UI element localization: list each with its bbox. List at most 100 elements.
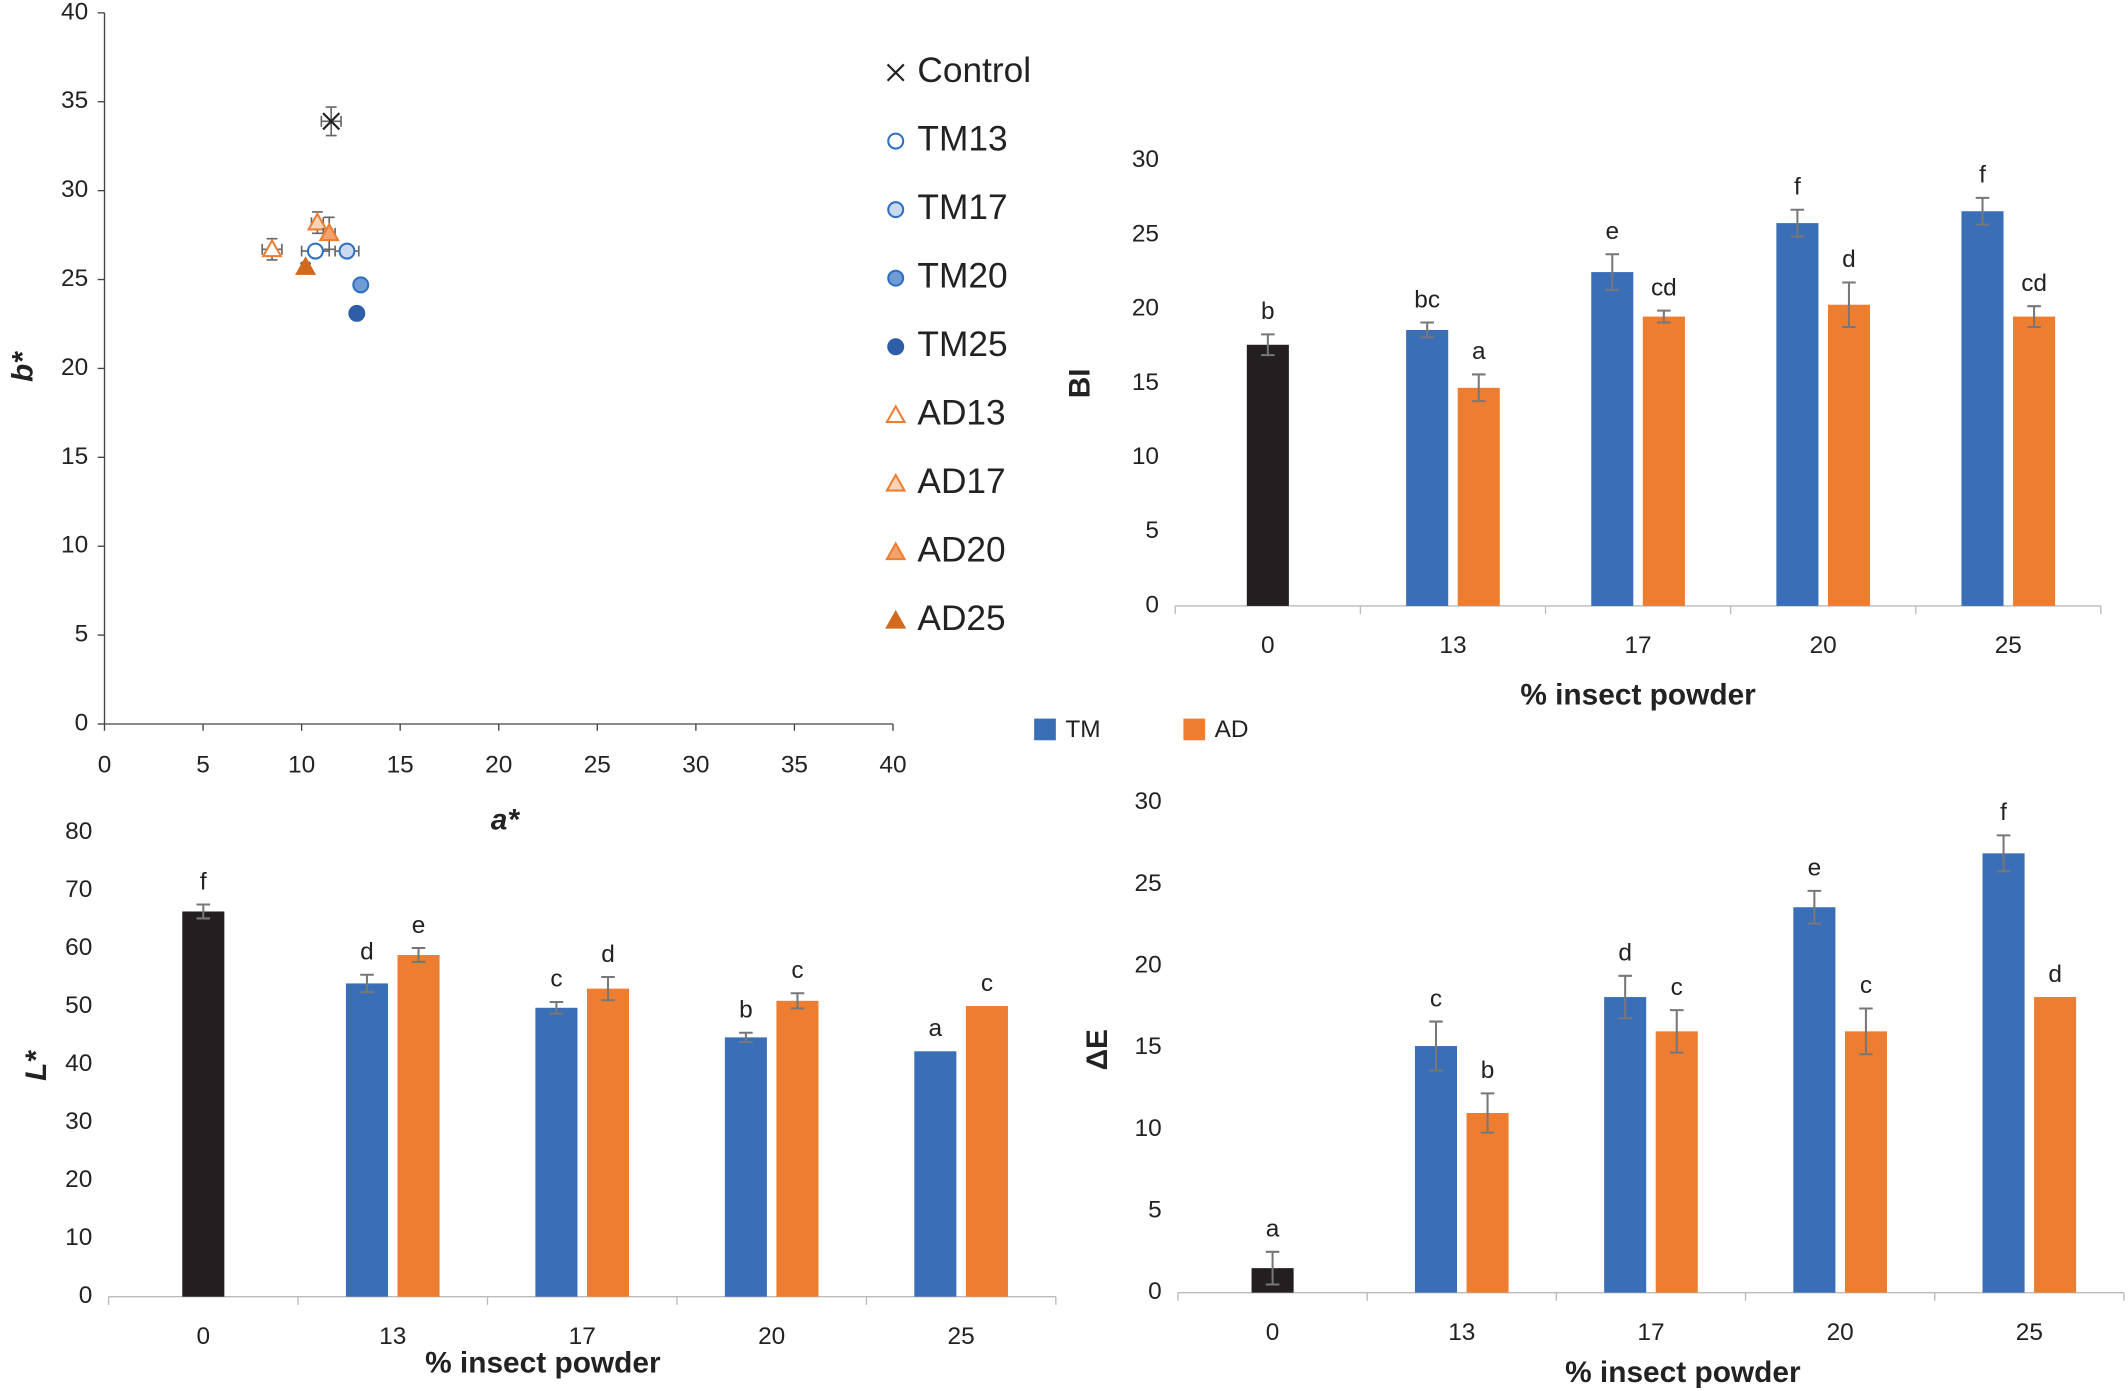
bar bbox=[397, 954, 440, 1297]
x-axis-title: % insect powder bbox=[1520, 679, 1756, 712]
legend-marker bbox=[885, 609, 907, 629]
x-tick-label: 0 bbox=[98, 752, 112, 779]
y-tick-label: 0 bbox=[1148, 1278, 1162, 1305]
significance-letter: c bbox=[1860, 972, 1872, 999]
x-tick-label: 10 bbox=[288, 752, 315, 779]
bar bbox=[2013, 316, 2056, 606]
x-tick-label: 13 bbox=[1439, 632, 1466, 659]
bar bbox=[1466, 1113, 1509, 1293]
significance-letter: f bbox=[1794, 173, 1801, 200]
y-tick-label: 10 bbox=[61, 532, 88, 559]
bar bbox=[182, 911, 225, 1297]
bar bbox=[1414, 1046, 1458, 1293]
marker bbox=[261, 238, 283, 258]
bar bbox=[1591, 272, 1634, 606]
y-tick-label: 25 bbox=[61, 265, 88, 292]
y-tick-label: 5 bbox=[1145, 517, 1159, 544]
significance-letter: c bbox=[550, 966, 562, 993]
significance-letter: f bbox=[1979, 162, 1986, 189]
bar bbox=[1776, 223, 1819, 606]
y-tick-label: 10 bbox=[65, 1224, 92, 1251]
x-tick-label: 25 bbox=[2016, 1319, 2043, 1346]
y-tick-label: 40 bbox=[61, 0, 88, 25]
legend-marker bbox=[885, 472, 907, 492]
error-bar bbox=[1996, 834, 2011, 873]
significance-letter: d bbox=[360, 938, 374, 965]
legend-swatch bbox=[1183, 718, 1206, 741]
legend-label: TM25 bbox=[917, 325, 1007, 364]
y-tick-label: 50 bbox=[65, 992, 92, 1019]
bar bbox=[345, 983, 389, 1297]
significance-letter: d bbox=[2048, 961, 2062, 988]
error-bar bbox=[1975, 196, 1990, 226]
significance-letter: cd bbox=[1651, 274, 1677, 301]
y-tick-label: 20 bbox=[1132, 295, 1159, 322]
legend-label: AD17 bbox=[917, 462, 1005, 501]
x-tick-label: 25 bbox=[584, 752, 611, 779]
error-bar bbox=[1790, 208, 1805, 238]
bar bbox=[1604, 997, 1647, 1293]
error-bar bbox=[1480, 1092, 1495, 1134]
error-bar bbox=[1265, 1250, 1280, 1286]
bar bbox=[724, 1037, 767, 1297]
significance-letter: f bbox=[2000, 799, 2007, 826]
x-axis-title: a* bbox=[491, 804, 521, 837]
error-bar bbox=[196, 903, 211, 920]
bar bbox=[1982, 853, 2025, 1293]
x-tick-label: 40 bbox=[879, 752, 906, 779]
x-tick-label: 25 bbox=[1995, 632, 2022, 659]
bar bbox=[1642, 316, 1685, 606]
significance-letter: c bbox=[791, 957, 803, 984]
error-bar bbox=[1842, 281, 1856, 328]
y-axis-title: BI bbox=[1064, 368, 1097, 398]
marker bbox=[306, 242, 324, 260]
bar bbox=[1246, 344, 1289, 606]
bar bbox=[2034, 997, 2077, 1293]
bar bbox=[914, 1051, 957, 1297]
y-tick-label: 30 bbox=[61, 176, 88, 203]
error-bar bbox=[1420, 321, 1434, 339]
error-bar bbox=[739, 1031, 753, 1044]
error-bar bbox=[549, 1000, 564, 1015]
bar bbox=[776, 1000, 819, 1297]
bar bbox=[1961, 211, 2004, 606]
x-tick-label: 17 bbox=[569, 1323, 596, 1350]
y-tick-label: 60 bbox=[65, 934, 92, 961]
marker bbox=[318, 222, 340, 242]
y-tick-label: 25 bbox=[1132, 220, 1159, 247]
y-tick-label: 35 bbox=[61, 87, 88, 114]
y-tick-label: 20 bbox=[61, 354, 88, 381]
x-tick-label: 0 bbox=[197, 1323, 211, 1350]
x-tick-label: 20 bbox=[1827, 1319, 1854, 1346]
error-bar bbox=[1429, 1020, 1443, 1072]
significance-letter: b bbox=[1481, 1057, 1495, 1084]
marker bbox=[338, 242, 356, 260]
y-tick-label: 70 bbox=[65, 876, 92, 903]
legend-label: AD13 bbox=[917, 394, 1005, 433]
bar bbox=[1406, 329, 1449, 606]
y-tick-label: 30 bbox=[1132, 146, 1159, 173]
error-bar bbox=[790, 992, 805, 1010]
x-axis-title: % insect powder bbox=[425, 1346, 661, 1379]
bar bbox=[1457, 387, 1500, 606]
marker bbox=[348, 304, 366, 322]
legend-marker bbox=[887, 132, 905, 150]
significance-letter: c bbox=[981, 970, 993, 997]
y-tick-label: 15 bbox=[61, 443, 88, 470]
significance-letter: b bbox=[739, 996, 753, 1023]
x-tick-label: 0 bbox=[1266, 1319, 1280, 1346]
legend-label: TM20 bbox=[917, 256, 1007, 295]
error-bar bbox=[2027, 305, 2041, 328]
y-tick-label: 40 bbox=[65, 1050, 92, 1077]
error-bar bbox=[1605, 253, 1620, 291]
legend-label: Control bbox=[917, 51, 1031, 90]
y-tick-label: 0 bbox=[79, 1282, 93, 1309]
significance-letter: c bbox=[1430, 985, 1442, 1012]
significance-letter: b bbox=[1261, 298, 1275, 325]
legend-marker bbox=[885, 541, 907, 561]
legend-label: TM13 bbox=[917, 119, 1007, 158]
bar bbox=[1793, 907, 1836, 1293]
error-bar bbox=[1657, 309, 1671, 324]
y-tick-label: 15 bbox=[1132, 369, 1159, 396]
